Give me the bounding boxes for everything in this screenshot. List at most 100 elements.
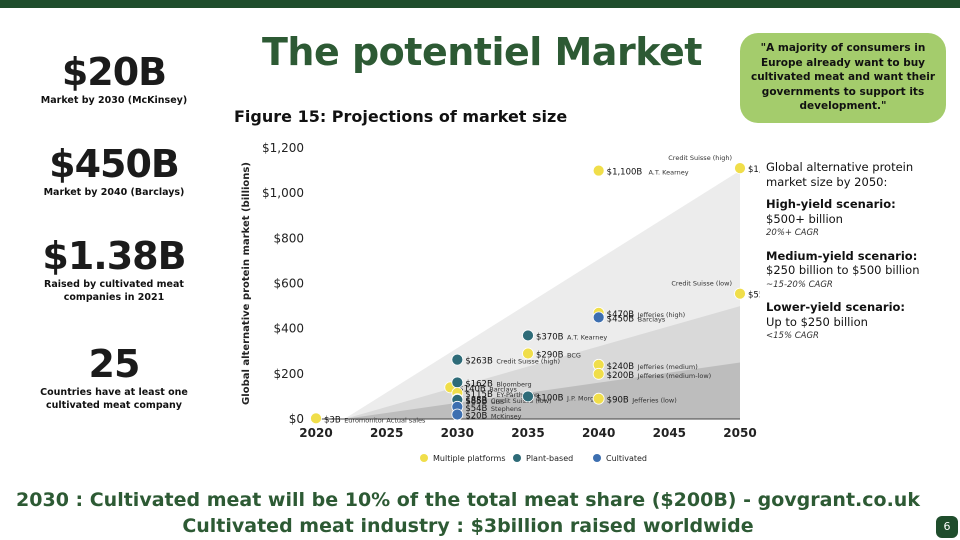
data-source-label: BCG	[567, 352, 581, 360]
data-label: $555B	[748, 291, 760, 301]
figure-title: Figure 15: Projections of market size	[234, 107, 568, 126]
footer-line-2: Cultivated meat industry : $3billion rai…	[182, 515, 754, 537]
data-source-label: Credit Suisse (low)	[671, 280, 732, 288]
data-label: $20B	[465, 411, 487, 421]
data-point	[451, 408, 464, 421]
stat-raised-2021: $1.38B Raised by cultivated meat compani…	[20, 234, 208, 304]
slide-title: The potentiel Market	[262, 30, 702, 74]
x-tick-label: 2050	[723, 426, 756, 440]
page-number: 6	[936, 516, 958, 538]
scenario-panel: Global alternative protein market size b…	[766, 160, 956, 352]
y-axis-label: Global alternative protein market (billi…	[241, 162, 252, 405]
data-label: $140B	[458, 384, 486, 394]
scenario-medium-value: $250 billion to $500 billion	[766, 263, 920, 277]
scenario-high-title: High-yield scenario:	[766, 197, 896, 211]
y-tick-label: $600	[273, 277, 304, 291]
data-point	[451, 353, 464, 366]
y-tick-label: $1,000	[262, 186, 304, 200]
data-source-label: Bloomberg	[496, 380, 531, 388]
data-label: $290B	[536, 351, 564, 361]
legend-marker	[513, 454, 521, 462]
scenario-high-note: 20%+ CAGR	[766, 228, 819, 238]
data-source-label: Stephens	[491, 405, 522, 413]
y-tick-label: $400	[273, 322, 304, 336]
scenario-low-title: Lower-yield scenario:	[766, 300, 906, 314]
scenario-low-note: <15% CAGR	[766, 331, 819, 341]
scenario-low: Lower-yield scenario: Up to $250 billion…	[766, 300, 956, 344]
y-tick-label: $1,200	[262, 141, 304, 155]
data-label: $1,111B	[748, 165, 760, 175]
data-source-label: Barclays	[489, 385, 517, 393]
legend-label: Cultivated	[606, 454, 647, 463]
data-source-label: A.T. Kearney	[567, 333, 607, 341]
stat-value: 25	[88, 342, 141, 386]
data-source-label: EY-Parthenon	[496, 391, 539, 399]
legend-marker	[420, 454, 428, 462]
data-label: $200B	[607, 371, 635, 381]
data-source-label: J.P. Morgan	[566, 394, 602, 402]
stat-caption: Market by 2030 (McKinsey)	[40, 95, 188, 106]
data-source-label: A.T. Kearney	[648, 169, 688, 177]
data-label: $88B	[465, 396, 487, 406]
data-source-label: Credit Suisse (low)	[491, 397, 552, 405]
stat-caption: Countries have at least one cultivated m…	[40, 387, 188, 411]
data-label: $3B	[324, 415, 341, 425]
market-size-chart: $0 $200 $400 $600 $800 $1,000 $1,200 2020 2025 20…	[241, 141, 760, 463]
data-point	[734, 162, 746, 174]
y-tick-label: $800	[273, 231, 304, 245]
data-point	[592, 392, 605, 405]
data-point	[592, 367, 605, 380]
scenario-medium: Medium-yield scenario: $250 billion to $…	[766, 249, 956, 293]
x-tick-label: 2040	[582, 426, 615, 440]
scenario-low-value: Up to $250 billion	[766, 314, 868, 329]
x-tick-label: 2030	[441, 426, 474, 440]
data-point	[522, 347, 534, 360]
scenario-high-value: $500+ billion	[766, 211, 843, 226]
x-tick-label: 2045	[653, 426, 686, 440]
footer-line-1: 2030 : Cultivated meat will be 10% of th…	[16, 489, 920, 511]
scenario-intro: Global alternative protein market size b…	[766, 160, 914, 189]
data-point	[451, 376, 464, 389]
legend-label: Plant-based	[526, 454, 573, 463]
data-point	[592, 164, 605, 177]
data-label: $470B	[607, 310, 635, 320]
data-point	[592, 311, 605, 324]
x-tick-label: 2020	[299, 426, 332, 440]
data-label: $450B	[607, 314, 635, 324]
y-tick-label: $0	[289, 412, 304, 426]
data-source-label: Barclays	[638, 315, 666, 323]
stat-caption: Market by 2040 (Barclays)	[43, 187, 185, 198]
legend-label: Multiple platforms	[433, 454, 505, 463]
x-tick-label: 2035	[511, 426, 544, 440]
data-label: $90B	[607, 396, 629, 406]
quote-callout: "A majority of consumers in Europe alrea…	[740, 33, 946, 123]
data-source-label: Jefferies (low)	[631, 397, 677, 405]
scenario-medium-title: Medium-yield scenario:	[766, 248, 918, 263]
legend-marker	[593, 454, 601, 462]
data-source-label: UBS	[491, 398, 504, 406]
data-label: $240B	[607, 362, 635, 372]
y-tick-label: $200	[273, 367, 304, 381]
stat-value: $1.38B	[42, 234, 186, 278]
stat-market-2030: $20B Market by 2030 (McKinsey)	[20, 50, 208, 107]
data-label: $370B	[536, 332, 564, 342]
scenario-medium-note: ~15-20% CAGR	[766, 279, 833, 290]
data-source-label: Jefferies (high)	[637, 311, 686, 319]
data-point	[522, 329, 534, 342]
top-accent-bar	[0, 0, 960, 8]
data-label: $85B	[465, 397, 487, 407]
scenario-high: High-yield scenario: $500+ billion 20%+ …	[766, 197, 956, 241]
data-label: $54B	[465, 404, 487, 414]
data-label: $115B	[465, 390, 493, 400]
data-label: $100B	[536, 393, 564, 403]
x-tick-label: 2025	[370, 426, 403, 440]
data-point	[522, 390, 534, 403]
data-label: $1,100B	[607, 168, 643, 178]
data-source-label: McKinsey	[491, 412, 522, 420]
stat-countries: 25 Countries have at least one cultivate…	[20, 342, 208, 412]
data-point	[310, 412, 322, 425]
stat-value: $20B	[61, 50, 167, 94]
stat-value: $450B	[49, 142, 180, 186]
stat-market-2040: $450B Market by 2040 (Barclays)	[20, 142, 208, 199]
data-source-label: Credit Suisse (high)	[496, 358, 560, 366]
